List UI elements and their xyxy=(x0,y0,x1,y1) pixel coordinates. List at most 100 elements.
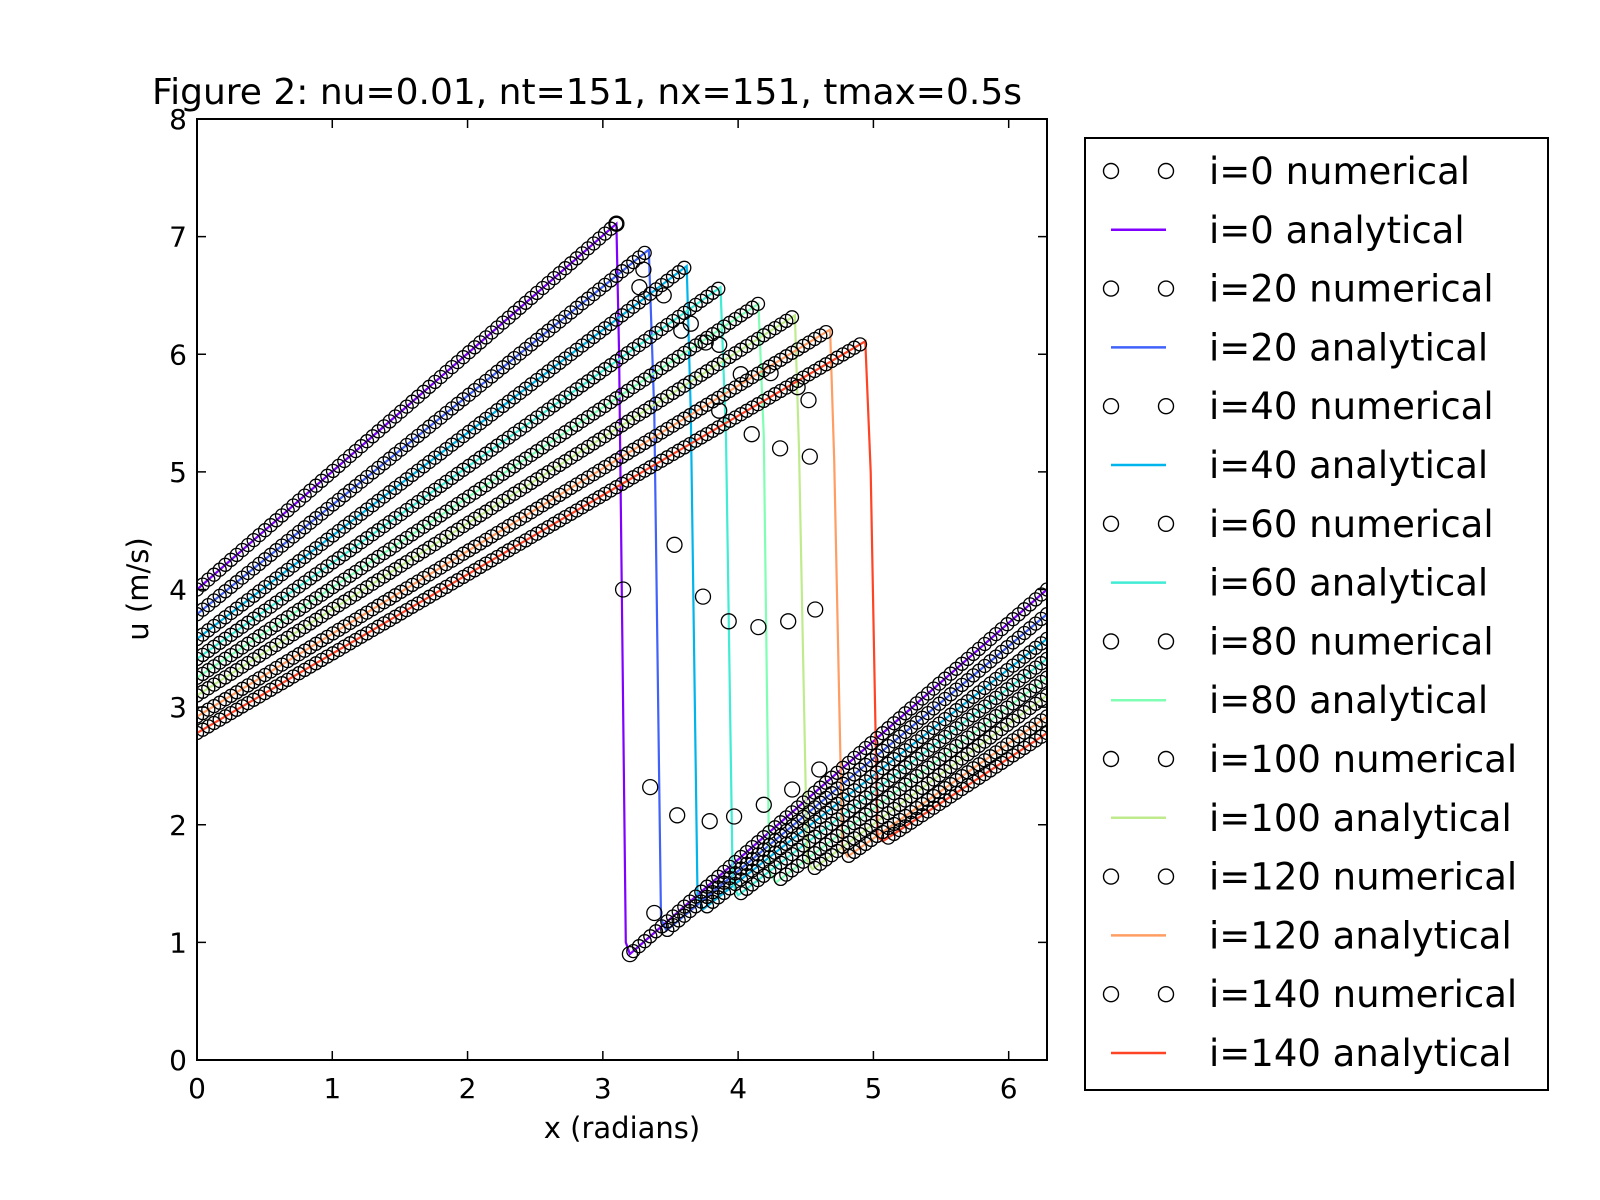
legend-marker xyxy=(1157,633,1175,650)
numerical-point xyxy=(784,781,801,798)
numerical-point xyxy=(694,588,712,605)
numerical-point xyxy=(197,709,205,724)
numerical-point xyxy=(711,281,726,296)
legend-label: i=100 analytical xyxy=(1209,797,1512,840)
legend-marker xyxy=(1157,986,1175,1003)
legend-label: i=60 numerical xyxy=(1209,503,1494,546)
numerical-point xyxy=(697,334,714,351)
numerical-point xyxy=(631,279,648,296)
numerical-point xyxy=(1011,607,1026,622)
y-tick-label: 6 xyxy=(169,338,187,371)
x-tick-label: 1 xyxy=(323,1072,341,1105)
numerical-point xyxy=(518,295,533,310)
legend-label: i=140 analytical xyxy=(1209,1032,1512,1075)
numerical-point xyxy=(197,607,205,622)
numerical-point xyxy=(646,904,663,922)
numerical-point xyxy=(960,651,975,667)
legend-label: i=40 analytical xyxy=(1209,444,1488,487)
numerical-point xyxy=(807,601,824,618)
numerical-point xyxy=(892,711,907,726)
numerical-point xyxy=(609,216,624,231)
numerical-point xyxy=(909,715,924,730)
numerical-point xyxy=(535,280,550,296)
legend-label: i=80 numerical xyxy=(1209,620,1494,663)
analytical-line xyxy=(197,221,1047,956)
legend: i=0 numerical i=0 analytical i=20 numerica… xyxy=(1102,150,1517,1075)
legend-marker xyxy=(1157,515,1175,532)
numerical-point xyxy=(467,340,482,355)
legend-marker xyxy=(1157,868,1175,885)
legend-marker xyxy=(1102,868,1120,885)
numerical-point xyxy=(569,251,584,266)
y-tick-label: 8 xyxy=(169,103,187,136)
numerical-point xyxy=(720,613,737,630)
legend-marker xyxy=(1102,162,1120,180)
numerical-point xyxy=(382,414,397,429)
legend-marker xyxy=(1102,986,1120,1003)
legend-marker xyxy=(1157,162,1175,180)
numerical-point xyxy=(1039,651,1047,667)
numerical-point xyxy=(677,260,692,275)
y-tick-label: 5 xyxy=(169,456,187,489)
numerical-point xyxy=(614,581,632,598)
numerical-point xyxy=(246,532,261,548)
numerical-point xyxy=(732,366,749,383)
y-tick-label: 3 xyxy=(169,691,187,724)
legend-label: i=140 numerical xyxy=(1209,973,1517,1016)
numerical-point xyxy=(701,813,718,830)
numerical-point xyxy=(608,215,625,232)
numerical-point xyxy=(669,807,686,824)
numerical-point xyxy=(655,287,672,304)
numerical-point xyxy=(642,778,659,796)
numerical-point xyxy=(197,651,205,667)
numerical-point xyxy=(666,536,683,553)
legend-marker xyxy=(1157,398,1175,415)
y-tick-label: 0 xyxy=(169,1044,187,1077)
numerical-point xyxy=(348,443,363,459)
numerical-point xyxy=(755,796,772,813)
numerical-point xyxy=(586,236,601,251)
numerical-point xyxy=(212,562,227,577)
y-tick-label: 7 xyxy=(169,221,187,254)
y-tick-label: 2 xyxy=(169,809,187,842)
legend-label: i=0 analytical xyxy=(1209,209,1465,252)
numerical-point xyxy=(621,945,639,963)
numerical-point xyxy=(331,458,346,474)
numerical-point xyxy=(1039,709,1047,724)
numerical-point xyxy=(450,354,465,370)
numerical-point xyxy=(750,296,766,312)
numerical-point xyxy=(743,426,760,443)
numerical-point xyxy=(977,636,992,652)
numerical-point xyxy=(197,577,210,592)
legend-label: i=60 analytical xyxy=(1209,562,1488,605)
numerical-point xyxy=(197,670,205,685)
numerical-point xyxy=(1039,688,1047,703)
numerical-point xyxy=(637,245,652,261)
legend-label: i=20 analytical xyxy=(1209,326,1488,369)
numerical-point xyxy=(841,755,856,771)
x-tick-label: 3 xyxy=(594,1072,612,1105)
legend-marker xyxy=(1102,515,1120,532)
numerical-point xyxy=(416,384,431,399)
numerical-point xyxy=(909,696,924,711)
numerical-point xyxy=(705,874,720,889)
legend-label: i=40 numerical xyxy=(1209,385,1494,428)
x-axis-label: x (radians) xyxy=(544,1111,700,1145)
numerical-point xyxy=(229,547,244,563)
x-tick-label: 6 xyxy=(1000,1072,1018,1105)
numerical-point xyxy=(280,503,295,518)
x-tick-label: 0 xyxy=(188,1072,206,1105)
y-tick-label: 4 xyxy=(169,574,187,607)
numerical-point xyxy=(603,221,618,236)
numerical-point xyxy=(750,618,767,636)
legend-label: i=120 numerical xyxy=(1209,856,1517,899)
numerical-point xyxy=(688,889,703,904)
plot-area xyxy=(197,215,1047,963)
numerical-point xyxy=(943,666,958,681)
numerical-point xyxy=(314,473,329,488)
x-tick-label: 2 xyxy=(459,1072,477,1105)
numerical-point xyxy=(784,310,800,325)
legend-label: i=120 analytical xyxy=(1209,914,1512,957)
legend-marker xyxy=(1157,750,1175,768)
